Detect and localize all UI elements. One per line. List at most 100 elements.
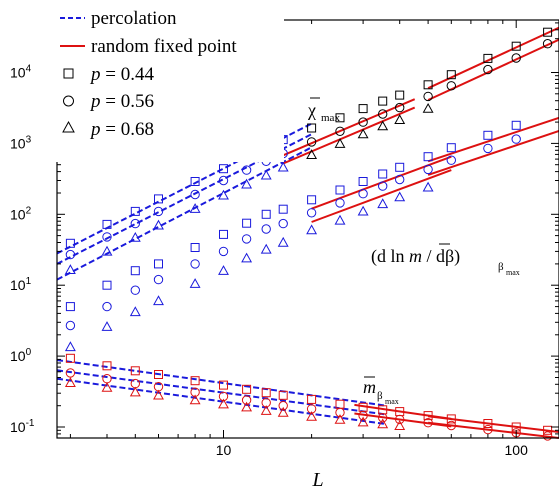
marker-dlnm_dbeta-triangle-L25 [334, 214, 346, 225]
marker-dlnm_dbeta-square-L20 [307, 195, 317, 205]
marker-m_beta_max-triangle-L10 [218, 398, 229, 409]
marker-chi_max-square-L25 [335, 113, 345, 123]
marker-m_beta_max-square-L16 [278, 390, 288, 400]
marker-m_beta_max-circle-L3 [65, 368, 76, 378]
marker-m_beta_max-triangle-L6 [153, 389, 164, 400]
y-tick-exponent: 2 [26, 205, 32, 216]
fit-line-random-8 [427, 26, 559, 90]
marker-m_beta_max-circle-L5 [130, 378, 141, 389]
x-tick-label-10: 10 [216, 442, 232, 458]
marker-dlnm_dbeta-circle-L3 [65, 320, 76, 331]
marker-chi_max-circle-L3 [65, 249, 76, 260]
marker-m_beta_max-triangle-L4 [101, 381, 113, 392]
y-tick-base: 10 [10, 135, 26, 151]
marker-dlnm_dbeta-square-L3 [65, 302, 75, 312]
marker-chi_max-triangle-L6 [153, 219, 164, 230]
marker-dlnm_dbeta-square-L40 [395, 162, 405, 172]
marker-chi_max-circle-L100 [511, 53, 521, 63]
marker-chi_max-circle-L40 [395, 102, 405, 113]
x-tick-label-100: 100 [505, 442, 529, 458]
marker-dlnm_dbeta-circle-L16 [278, 218, 288, 229]
marker-chi_max-triangle-L14 [260, 169, 272, 180]
marker-chi_max-triangle-L3 [64, 264, 76, 274]
marker-dlnm_dbeta-square-L25 [335, 185, 345, 195]
marker-chi_max-square-L50 [423, 80, 433, 90]
m-sub-max: max [385, 397, 399, 406]
marker-dlnm_dbeta-circle-L25 [335, 198, 345, 208]
marker-dlnm_dbeta-circle-L6 [153, 274, 164, 285]
marker-chi_max-triangle-L8 [189, 203, 201, 213]
marker-dlnm_dbeta-circle-L8 [190, 259, 200, 269]
marker-m_beta_max-circle-L80 [483, 424, 493, 435]
marker-m_beta_max-triangle-L20 [306, 411, 318, 421]
y-tick-exponent: 1 [26, 276, 32, 287]
dlnm-label: (d ln m / dβ) [371, 246, 460, 267]
annotation-chi-max: χ max [307, 97, 340, 124]
data-markers [64, 27, 553, 441]
marker-chi_max-triangle-L25 [334, 138, 346, 148]
marker-dlnm_dbeta-circle-L30 [358, 189, 368, 199]
marker-chi_max-circle-L20 [306, 137, 317, 147]
marker-m_beta_max-square-L5 [130, 366, 140, 376]
marker-m_beta_max-square-L128 [543, 425, 553, 435]
marker-chi_max-circle-L8 [190, 189, 200, 200]
marker-chi_max-triangle-L35 [377, 120, 389, 131]
marker-dlnm_dbeta-triangle-L6 [153, 295, 164, 306]
marker-dlnm_dbeta-circle-L5 [130, 285, 141, 295]
y-tick-label-1: 101 [10, 276, 32, 293]
plot-frame [56, 19, 559, 439]
marker-m_beta_max-triangle-L40 [394, 420, 406, 430]
marker-chi_max-square-L40 [395, 90, 405, 100]
marker-dlnm_dbeta-square-L16 [278, 204, 288, 214]
marker-m_beta_max-circle-L35 [378, 413, 388, 423]
marker-chi_max-square-L20 [307, 123, 317, 133]
marker-dlnm_dbeta-circle-L4 [102, 301, 112, 312]
m-symbol: m [363, 377, 376, 397]
legend-random-label: random fixed point [91, 36, 237, 57]
marker-chi_max-square-L10 [219, 164, 228, 174]
legend-p056-symbol: p [89, 91, 101, 112]
marker-dlnm_dbeta-triangle-L40 [394, 191, 406, 202]
y-tick-base: 10 [10, 277, 26, 293]
marker-dlnm_dbeta-square-L5 [130, 266, 140, 276]
marker-m_beta_max-circle-L128 [542, 431, 553, 441]
x-axis-label: L [311, 469, 323, 491]
marker-m_beta_max-square-L4 [102, 361, 112, 371]
marker-dlnm_dbeta-circle-L35 [378, 181, 388, 191]
marker-chi_max-triangle-L10 [218, 189, 229, 200]
fit-line-random-17 [427, 421, 559, 439]
marker-m_beta_max-circle-L50 [423, 418, 433, 428]
legend-circle-marker [63, 95, 74, 107]
legend-p044: p = 0.44 [89, 64, 154, 85]
fit-line-percolation-2 [56, 146, 313, 281]
marker-dlnm_dbeta-triangle-L35 [377, 198, 389, 209]
marker-dlnm_dbeta-triangle-L50 [422, 181, 434, 192]
marker-m_beta_max-square-L80 [483, 419, 493, 428]
marker-chi_max-square-L8 [190, 177, 200, 186]
marker-dlnm_dbeta-square-L60 [446, 143, 456, 153]
marker-m_beta_max-square-L10 [219, 380, 228, 390]
marker-dlnm_dbeta-square-L14 [261, 209, 271, 219]
marker-chi_max-square-L3 [65, 238, 75, 248]
marker-chi_max-triangle-L50 [422, 102, 434, 113]
legend-percolation-label: percolation [91, 8, 177, 29]
marker-chi_max-circle-L50 [423, 91, 433, 102]
marker-m_beta_max-circle-L4 [102, 374, 112, 384]
marker-dlnm_dbeta-square-L8 [190, 243, 200, 252]
y-tick-label--1: 10-1 [10, 418, 35, 435]
marker-dlnm_dbeta-square-L4 [102, 280, 112, 290]
marker-dlnm_dbeta-triangle-L20 [306, 224, 318, 235]
marker-dlnm_dbeta-square-L12 [242, 218, 252, 228]
marker-m_beta_max-triangle-L5 [129, 386, 141, 397]
y-tick-exponent: 0 [26, 347, 32, 358]
fit-line-random-11 [311, 169, 452, 223]
marker-chi_max-triangle-L16 [277, 161, 289, 172]
marker-chi_max-square-L30 [358, 104, 368, 114]
marker-dlnm_dbeta-square-L80 [483, 130, 493, 140]
marker-chi_max-circle-L60 [446, 81, 456, 91]
dlnm-mid: / dβ) [422, 246, 460, 267]
marker-m_beta_max-triangle-L35 [377, 418, 389, 429]
fit-line-percolation-3 [56, 359, 387, 407]
y-tick-base: 10 [10, 206, 26, 222]
marker-chi_max-square-L5 [130, 206, 140, 216]
